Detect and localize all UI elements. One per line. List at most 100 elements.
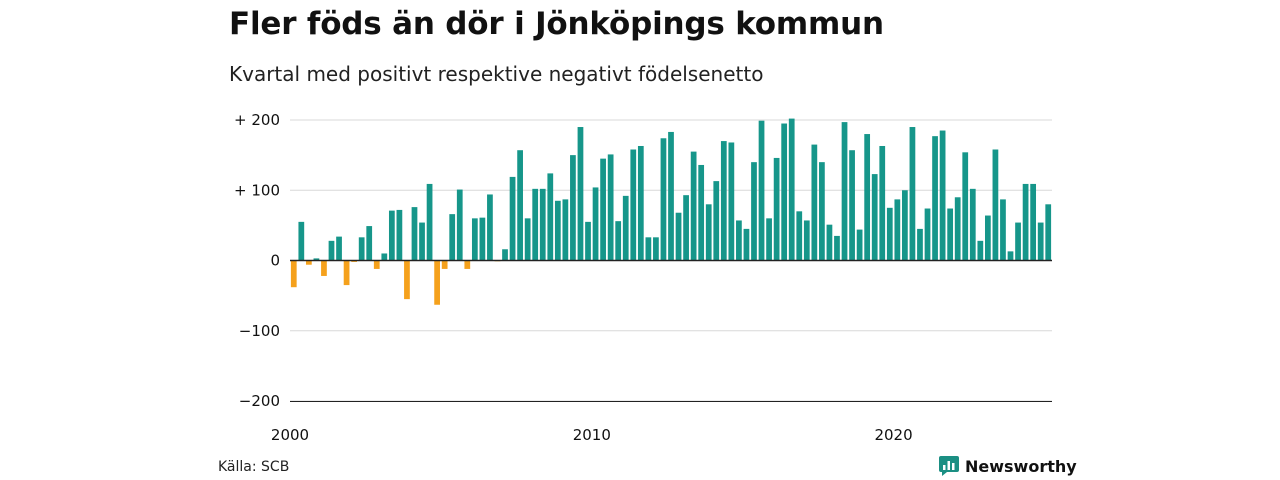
bar [298, 221, 305, 261]
x-tick-label: 2000 [271, 426, 309, 444]
bar [796, 211, 803, 261]
bar [871, 174, 878, 261]
bar [811, 144, 818, 261]
bar [736, 220, 742, 261]
bar [592, 187, 599, 261]
bar [932, 136, 938, 261]
bar [366, 226, 373, 261]
bar [645, 237, 652, 261]
chart-subtitle: Kvartal med positivt respektive negativt… [229, 62, 764, 86]
bar [328, 240, 335, 261]
bar [456, 189, 463, 261]
bar [336, 236, 342, 261]
bar [509, 176, 516, 261]
bar [396, 209, 403, 261]
bar [1022, 183, 1029, 261]
y-axis-labels: −200 −100 0 + 100 + 200 [234, 111, 280, 410]
bar [969, 188, 976, 261]
bar [728, 142, 735, 261]
bar [819, 162, 825, 261]
bar [856, 229, 863, 261]
bar-series [290, 118, 1052, 305]
bar [781, 123, 788, 261]
bar [879, 145, 886, 261]
x-tick-label: 2010 [573, 426, 611, 444]
bar [841, 122, 848, 261]
brand-logo: Newsworthy [939, 456, 1077, 476]
bar [962, 152, 969, 261]
bar [653, 237, 659, 261]
bar [773, 157, 780, 261]
bar [562, 199, 569, 261]
bar [886, 207, 893, 261]
y-tick-label: + 100 [234, 181, 280, 199]
bar [939, 130, 946, 261]
bar [720, 141, 727, 261]
bar [517, 150, 523, 261]
y-tick-label: −200 [239, 392, 280, 410]
bar [690, 151, 697, 261]
bar [751, 162, 757, 261]
bar [954, 197, 961, 261]
bar [992, 149, 999, 261]
bar [434, 260, 440, 305]
bar [321, 260, 327, 276]
bar [637, 145, 644, 261]
bar [713, 181, 720, 261]
bar [577, 127, 584, 261]
bar [381, 253, 388, 261]
bar [1037, 222, 1044, 261]
bar [358, 237, 365, 261]
bar [532, 188, 539, 261]
chart-title: Fler föds än dör i Jönköpings kommun [229, 6, 884, 42]
bar [668, 131, 674, 261]
bar [1000, 199, 1006, 261]
x-tick-label: 2020 [874, 426, 912, 444]
bar [630, 149, 637, 261]
bar [917, 228, 923, 261]
bar [947, 208, 954, 261]
bar [743, 228, 750, 261]
bar [585, 221, 591, 261]
bar [547, 173, 554, 261]
bar [683, 195, 689, 261]
source-note: Källa: SCB [218, 459, 290, 475]
bar [373, 260, 380, 269]
bar [411, 207, 418, 261]
bar [426, 183, 433, 261]
brand-name: Newsworthy [965, 456, 1077, 476]
bar [1045, 204, 1052, 261]
y-tick-label: + 200 [234, 111, 280, 129]
bar [554, 200, 561, 261]
bar [290, 260, 297, 288]
bar [441, 260, 448, 269]
bar [984, 215, 991, 261]
y-tick-label: −100 [239, 322, 280, 340]
bar [539, 188, 546, 261]
bar [826, 224, 833, 261]
bar [834, 235, 840, 261]
bar [705, 204, 712, 261]
bar [471, 218, 478, 261]
y-tick-label: 0 [270, 252, 280, 270]
bar [1030, 183, 1037, 261]
bar [660, 138, 667, 261]
bar [479, 217, 486, 261]
bar [902, 190, 908, 261]
newsworthy-chart-logo-icon [939, 456, 959, 476]
bar [622, 195, 629, 261]
bar [1015, 222, 1021, 261]
bar [464, 260, 471, 269]
bar [343, 260, 350, 286]
bar [607, 154, 614, 261]
bar [305, 260, 312, 265]
bar [502, 249, 508, 261]
bar [419, 222, 425, 261]
bar [977, 240, 984, 261]
bar [849, 150, 855, 261]
x-axis-labels: 2000 2010 2020 [271, 426, 913, 444]
bar [698, 164, 705, 261]
bar [864, 134, 871, 261]
bar [758, 120, 765, 261]
